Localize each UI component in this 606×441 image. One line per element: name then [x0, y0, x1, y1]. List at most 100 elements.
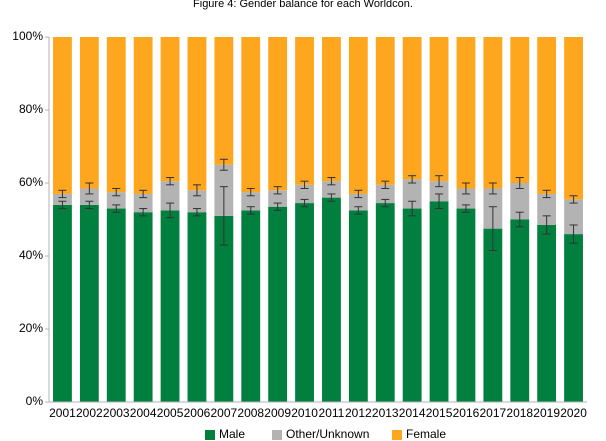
x-tick-label: 2018	[506, 406, 533, 420]
bar-segment	[322, 37, 341, 182]
x-tick-label: 2016	[453, 406, 480, 420]
bar-segment	[295, 203, 314, 402]
bar-segment	[160, 210, 180, 402]
error-bar	[166, 177, 175, 186]
bar-segment	[133, 37, 153, 194]
bar-segment	[402, 37, 422, 180]
bar-segment	[241, 210, 261, 402]
error-bar	[354, 189, 363, 199]
bar-segment	[187, 212, 207, 402]
bar-segment	[79, 204, 99, 402]
error-bar	[461, 204, 470, 213]
x-tick-label: 2010	[291, 406, 318, 420]
bar-segment	[429, 181, 449, 202]
error-bar	[139, 189, 148, 199]
x-tick-label: 2007	[210, 406, 237, 420]
bar-segment	[375, 184, 395, 204]
error-bar	[488, 206, 497, 252]
bar-segment	[106, 192, 126, 209]
error-bar	[327, 193, 336, 202]
y-tick-label: 60%	[19, 175, 43, 189]
error-bar	[112, 187, 121, 197]
error-bar	[139, 208, 148, 217]
error-bar	[85, 182, 94, 195]
y-tick-label: 20%	[19, 321, 43, 335]
error-bar	[85, 200, 94, 210]
bar-segment	[483, 37, 503, 189]
error-bar	[273, 186, 282, 195]
x-tick-label: 2011	[319, 406, 345, 420]
error-bar	[435, 175, 444, 188]
bar-segment	[241, 192, 261, 211]
bar-segment	[537, 224, 557, 402]
x-tick-label: 2015	[426, 406, 453, 420]
error-bar	[112, 204, 121, 213]
error-bar	[300, 180, 309, 189]
bar-segment	[456, 208, 476, 402]
bar-segment	[214, 215, 234, 402]
error-bar	[408, 175, 417, 184]
error-bar	[192, 208, 201, 217]
bar-segment	[564, 199, 583, 235]
bar-segment	[564, 234, 583, 402]
error-bar	[435, 193, 444, 210]
bar-segment	[564, 37, 583, 200]
bar-segment	[456, 188, 476, 209]
error-bar	[515, 211, 524, 228]
error-bar	[219, 186, 228, 246]
bar-segment	[133, 193, 153, 213]
bar-segment	[106, 37, 126, 193]
bar-segment	[295, 184, 314, 204]
y-tick-label: 100%	[12, 29, 43, 43]
bar-segment	[268, 37, 288, 191]
bar-segment	[429, 37, 449, 182]
bar-segment	[322, 181, 341, 198]
error-bar	[246, 187, 255, 197]
bar-segment	[483, 228, 503, 402]
legend-swatch	[205, 430, 215, 440]
error-bar	[381, 198, 390, 208]
bar-segment	[348, 193, 368, 211]
error-bar	[192, 184, 201, 197]
bar-segment	[537, 193, 557, 225]
error-bar	[515, 177, 524, 189]
y-tick-label: 40%	[19, 248, 43, 262]
bar-segment	[429, 201, 449, 402]
bar-segment	[295, 37, 314, 185]
error-bar	[569, 224, 578, 244]
x-tick-label: 2009	[264, 406, 291, 420]
bar-segment	[187, 190, 207, 213]
bar-segment	[106, 208, 126, 402]
bar-segment	[402, 179, 422, 209]
bar-segment	[268, 190, 288, 207]
x-tick-label: 2002	[76, 406, 103, 420]
x-tick-label: 2006	[184, 406, 211, 420]
x-tick-label: 2004	[130, 406, 157, 420]
error-bar	[569, 195, 578, 204]
x-tick-label: 2012	[345, 406, 372, 420]
x-tick-label: 2013	[372, 406, 399, 420]
bar-segment	[537, 37, 557, 194]
bar-segment	[53, 204, 72, 402]
error-bar	[166, 202, 175, 219]
legend-swatch	[392, 430, 402, 440]
error-bar	[461, 182, 470, 195]
x-tick-label: 2019	[533, 406, 560, 420]
legend-swatch	[272, 430, 282, 440]
error-bar	[58, 200, 67, 210]
x-tick-label: 2005	[157, 406, 184, 420]
error-bar	[273, 202, 282, 211]
bar-segment	[402, 208, 422, 402]
error-bar	[246, 206, 255, 215]
x-tick-label: 2020	[560, 406, 587, 420]
bar-segment	[53, 193, 72, 205]
bar-segment	[348, 210, 368, 402]
error-bar	[300, 198, 309, 208]
error-bar	[354, 206, 363, 215]
bar-segment	[160, 37, 180, 182]
bar-segment	[187, 37, 207, 191]
bar-segment	[510, 219, 530, 402]
bar-segment	[53, 37, 72, 194]
bar-segment	[322, 197, 341, 402]
bar-segment	[268, 206, 288, 402]
